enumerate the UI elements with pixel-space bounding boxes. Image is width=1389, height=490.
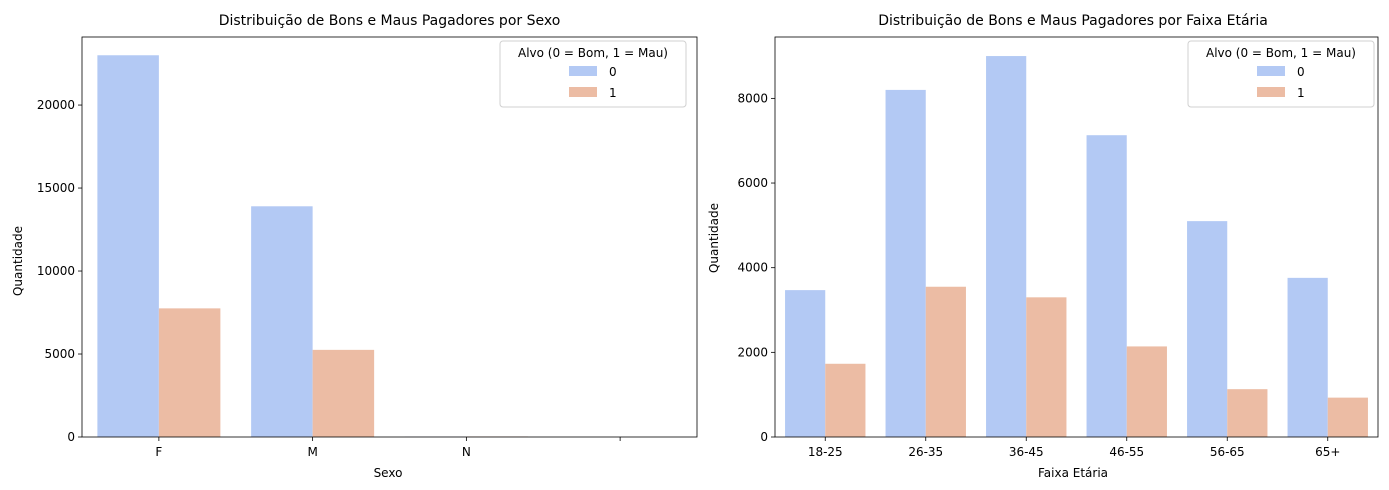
legend-swatch-0: [1257, 66, 1285, 76]
x-tick-label: F: [155, 445, 162, 459]
bar-36-45-series-1: [1026, 297, 1067, 437]
chart-faixa-etaria: Distribuição de Bons e Maus Pagadores po…: [707, 13, 1379, 480]
x-tick-label: 65+: [1315, 445, 1340, 459]
bar-65+-series-0: [1287, 277, 1328, 437]
y-tick-label: 4000: [737, 261, 768, 275]
y-tick-label: 20000: [37, 98, 75, 112]
bar-56-65-series-0: [1187, 221, 1228, 437]
chart-title: Distribuição de Bons e Maus Pagadores po…: [878, 13, 1268, 29]
bar-36-45-series-0: [986, 56, 1027, 438]
x-tick-label: 46-55: [1109, 445, 1144, 459]
x-tick-label: 36-45: [1009, 445, 1044, 459]
y-ticks: 0 2000 4000 6000 8000: [737, 91, 775, 444]
chart-title: Distribuição de Bons e Maus Pagadores po…: [219, 13, 561, 29]
y-tick-label: 0: [760, 430, 768, 444]
x-tick-label: 18-25: [808, 445, 843, 459]
legend-swatch-1: [569, 87, 597, 97]
plot-frame: [774, 36, 1379, 438]
x-ticks: 18-25 26-35 36-45 46-55 56-65 65+: [808, 437, 1340, 459]
y-tick-label: 5000: [44, 347, 75, 361]
bar-46-55-series-1: [1126, 346, 1167, 437]
x-tick-label: 26-35: [908, 445, 943, 459]
legend: Alvo (0 = Bom, 1 = Mau) 0 1: [499, 40, 687, 108]
bar-56-65-series-1: [1227, 389, 1268, 437]
bars: [97, 55, 528, 437]
legend-label-1: 1: [1297, 86, 1305, 100]
x-tick-label: N: [462, 445, 471, 459]
x-axis-label: Faixa Etária: [1038, 466, 1108, 480]
y-tick-label: 10000: [37, 264, 75, 278]
bar-M-series-1: [312, 349, 375, 437]
bar-F-series-1: [158, 308, 221, 437]
legend-label-0: 0: [1297, 65, 1305, 79]
chart-sexo: Distribuição de Bons e Maus Pagadores po…: [11, 13, 698, 480]
bar-65+-series-1: [1327, 397, 1368, 437]
y-axis-label: Quantidade: [11, 226, 25, 296]
y-tick-label: 6000: [737, 176, 768, 190]
bar-26-35-series-1: [925, 286, 966, 437]
bars: [785, 56, 1368, 438]
y-tick-label: 8000: [737, 91, 768, 105]
x-tick-label: M: [307, 445, 317, 459]
bar-F-series-0: [97, 55, 159, 437]
bar-18-25-series-0: [785, 290, 826, 437]
x-axis-label: Sexo: [374, 466, 403, 480]
legend-title: Alvo (0 = Bom, 1 = Mau): [1206, 46, 1356, 60]
legend-label-0: 0: [609, 65, 617, 79]
y-tick-label: 15000: [37, 181, 75, 195]
bar-18-25-series-1: [825, 363, 866, 437]
y-tick-label: 2000: [737, 345, 768, 359]
legend-swatch-0: [569, 66, 597, 76]
legend: Alvo (0 = Bom, 1 = Mau) 0 1: [1187, 40, 1375, 108]
y-ticks: 0 5000 10000 15000 20000: [37, 98, 82, 444]
legend-swatch-1: [1257, 87, 1285, 97]
legend-title: Alvo (0 = Bom, 1 = Mau): [518, 46, 668, 60]
bar-26-35-series-0: [885, 89, 926, 437]
plot-frame: [81, 36, 698, 438]
bar-M-series-0: [251, 206, 313, 437]
bar-46-55-series-0: [1086, 135, 1127, 437]
x-tick-label: 56-65: [1210, 445, 1245, 459]
y-axis-label: Quantidade: [707, 203, 721, 273]
legend-label-1: 1: [609, 86, 617, 100]
y-tick-label: 0: [67, 430, 75, 444]
